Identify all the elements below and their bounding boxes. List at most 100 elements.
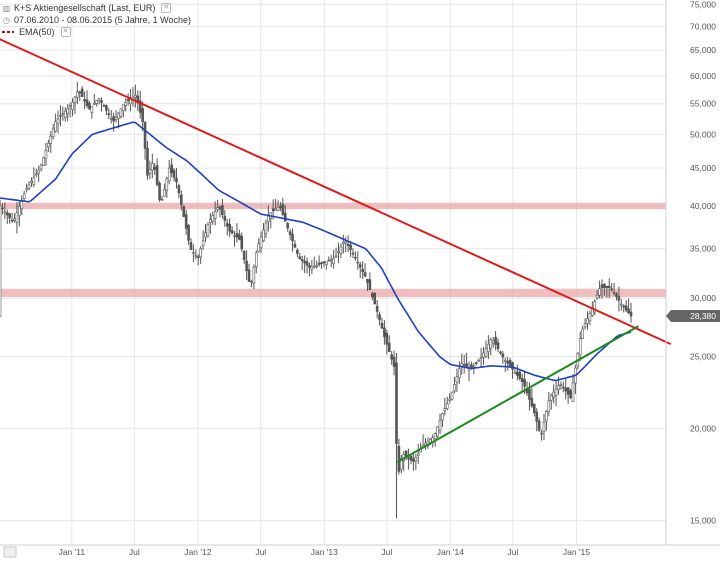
candle-body <box>61 113 65 116</box>
candle-body <box>351 252 355 255</box>
candle-body <box>71 101 74 110</box>
grid-layer <box>0 0 666 545</box>
candle-body <box>540 432 543 435</box>
candle-body <box>383 327 386 338</box>
candle-body <box>76 91 79 98</box>
candle-body <box>59 115 62 117</box>
candle-body <box>136 95 140 104</box>
candle-body <box>211 215 215 222</box>
candle-body <box>322 261 326 264</box>
candle-body <box>545 411 548 422</box>
candle-body <box>479 356 483 359</box>
candle-body <box>54 121 57 132</box>
downtrend-line <box>0 38 672 346</box>
candle-body <box>605 285 609 288</box>
candle-body <box>177 185 181 194</box>
candle-body <box>520 378 524 382</box>
candle-body <box>436 426 439 437</box>
candle-body <box>581 328 584 339</box>
candle-body <box>114 116 118 120</box>
candle-body <box>366 278 369 283</box>
candle-body <box>238 234 241 240</box>
y-tick-label: 75,000 <box>690 0 716 9</box>
candle-body <box>516 371 519 376</box>
y-tick-label: 60,000 <box>690 71 716 81</box>
candle-body <box>433 433 437 440</box>
y-tick-label: 25,000 <box>690 352 716 362</box>
candle-body <box>148 169 152 174</box>
candle-body <box>612 292 616 294</box>
candle-body <box>298 256 302 259</box>
candle-body <box>221 205 224 216</box>
last-price-tag <box>666 310 720 323</box>
scroll-handle-icon <box>3 546 17 558</box>
legend-indicator-row[interactable]: EMA(50) ✕ <box>2 26 191 38</box>
candle-body <box>291 233 294 242</box>
candle-body <box>165 178 169 191</box>
close-indicator-icon[interactable]: ✕ <box>60 27 71 37</box>
candle-body <box>44 150 48 159</box>
candle-body <box>102 105 106 107</box>
candles <box>0 82 633 519</box>
candle-body <box>201 240 205 247</box>
candle-body <box>356 261 360 264</box>
candle-body <box>196 256 200 259</box>
candle-body <box>78 91 82 94</box>
y-tick-label: 40,000 <box>690 201 716 211</box>
x-tick-label: Jul <box>255 547 266 557</box>
candle-body <box>489 339 493 349</box>
candle-body <box>499 351 502 354</box>
candle-body <box>100 100 103 103</box>
candle-body <box>105 105 108 111</box>
candle-body <box>25 188 28 191</box>
candle-body <box>358 264 362 268</box>
legend-period-row: ◷ 07.06.2010 - 08.06.2015 (5 Jahre, 1 Wo… <box>2 14 191 26</box>
candle-body <box>163 188 166 197</box>
candle-body <box>412 458 415 462</box>
y-tick-label: 50,000 <box>690 129 716 139</box>
candle-body <box>482 352 485 358</box>
horizontal-zone <box>0 288 666 298</box>
candle-body <box>15 212 19 223</box>
chart-icon: ▥ <box>2 3 11 13</box>
candle-body <box>151 163 154 171</box>
candle-body <box>39 164 43 170</box>
x-tick-label: Jul <box>129 547 140 557</box>
candle-body <box>235 232 239 238</box>
candle-body <box>617 296 621 301</box>
candle-body <box>535 411 539 422</box>
candle-body <box>153 166 157 170</box>
candle-body <box>63 110 67 118</box>
candle-body <box>395 362 398 444</box>
candle-body <box>578 338 582 356</box>
candle-body <box>20 199 24 210</box>
candle-body <box>47 143 50 148</box>
candle-body <box>119 108 123 117</box>
candle-body <box>477 359 480 362</box>
candle-body <box>80 88 84 97</box>
candle-body <box>158 182 161 200</box>
candle-body <box>450 391 454 400</box>
candle-body <box>373 292 377 305</box>
candle-body <box>27 184 31 189</box>
candle-body <box>542 422 546 432</box>
candle-body <box>375 305 379 312</box>
candle-body <box>325 261 328 265</box>
close-icon[interactable]: ✕ <box>161 3 172 13</box>
candle-body <box>629 311 633 317</box>
candle-body <box>146 147 149 176</box>
candle-body <box>245 260 248 271</box>
candle-body <box>250 281 253 283</box>
y-tick-label: 55,000 <box>690 99 716 109</box>
candle-body <box>474 362 478 364</box>
candle-body <box>462 364 466 366</box>
candle-body <box>458 368 461 379</box>
candle-body <box>160 198 164 201</box>
candle-body <box>257 243 260 252</box>
candle-body <box>264 222 268 234</box>
candle-body <box>22 193 26 199</box>
y-tick-label: 65,000 <box>690 45 716 55</box>
candle-body <box>385 332 389 345</box>
candle-body <box>254 252 258 267</box>
